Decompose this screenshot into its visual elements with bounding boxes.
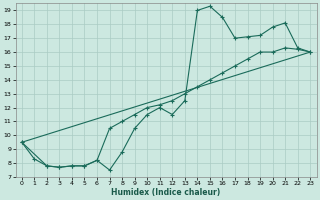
X-axis label: Humidex (Indice chaleur): Humidex (Indice chaleur) xyxy=(111,188,221,197)
